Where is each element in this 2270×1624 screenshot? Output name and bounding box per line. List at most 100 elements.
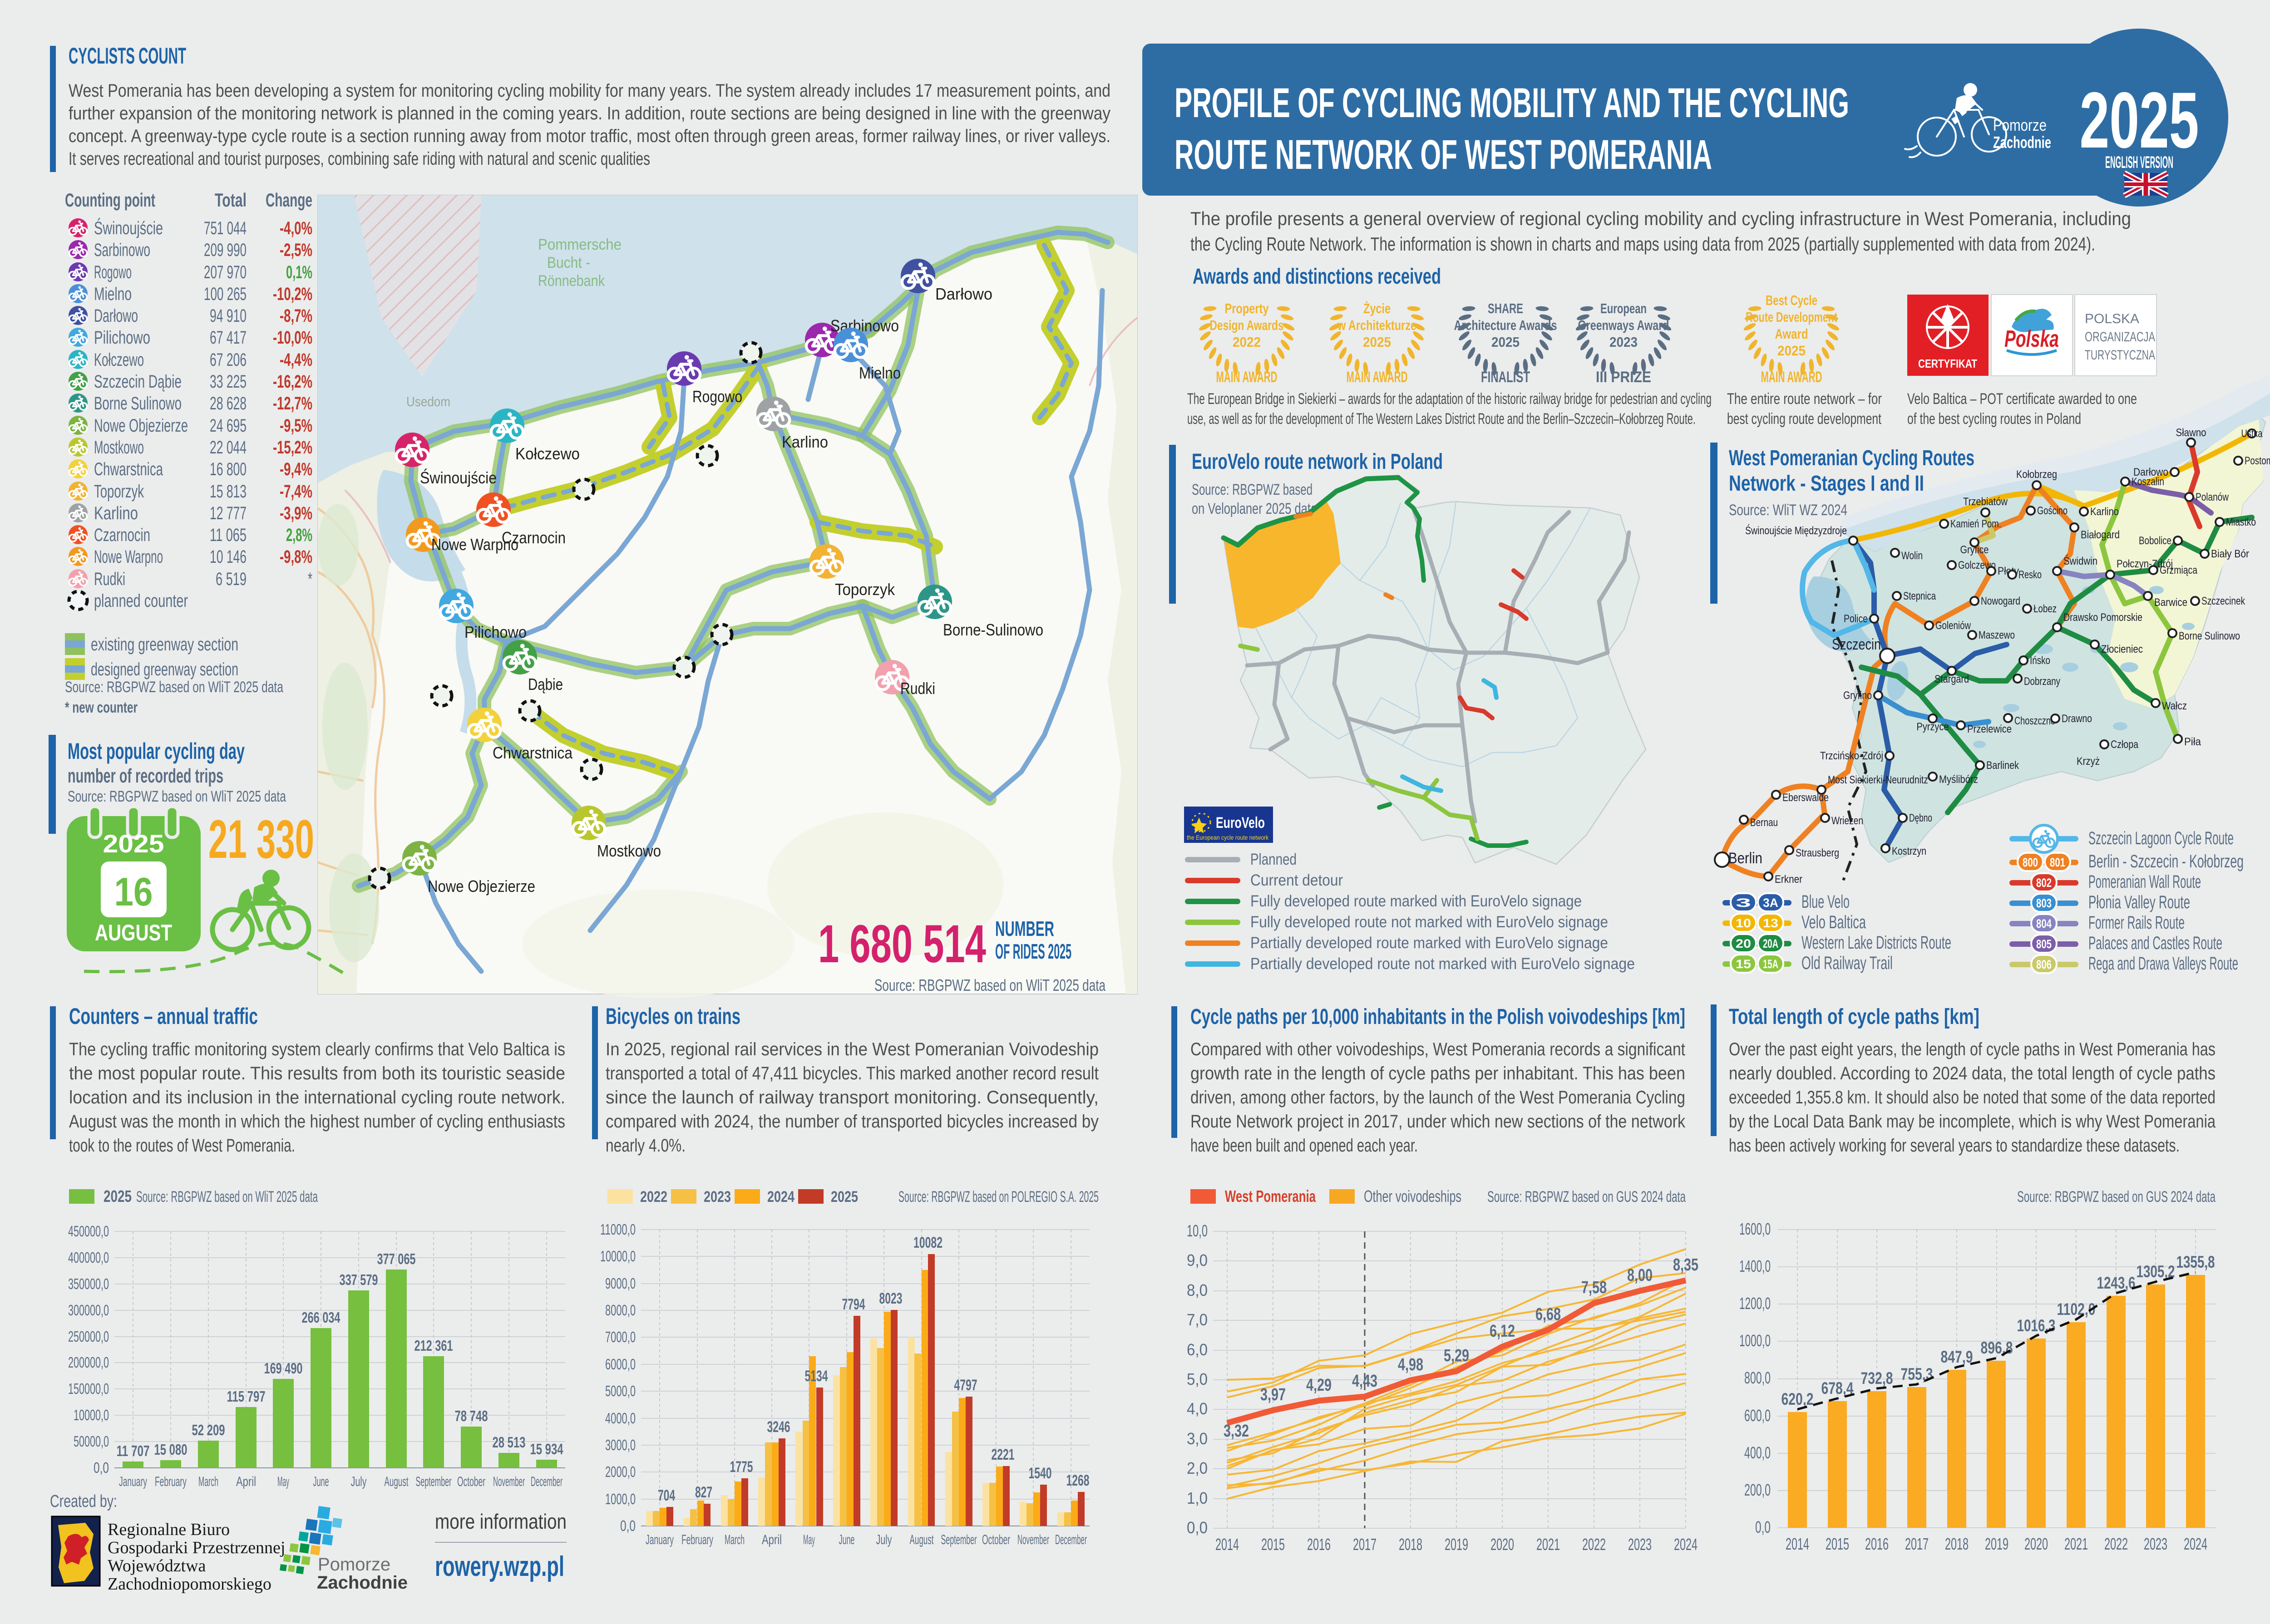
svg-text:Usedom: Usedom [406,394,450,409]
svg-text:Design Awards: Design Awards [1210,317,1284,333]
svg-text:September: September [416,1474,452,1489]
svg-text:Czarnocin: Czarnocin [94,525,150,545]
svg-text:Rudki: Rudki [900,679,935,698]
svg-text:3: 3 [1736,896,1751,910]
svg-text:28 628: 28 628 [210,394,247,413]
svg-text:West Pomerania: West Pomerania [1225,1187,1316,1206]
svg-text:Counters – annual traffic: Counters – annual traffic [69,1004,258,1029]
svg-text:1400,0: 1400,0 [1739,1257,1771,1275]
svg-text:3000,0: 3000,0 [605,1437,636,1453]
svg-text:2025: 2025 [1363,334,1391,350]
svg-text:OF RIDES 2025: OF RIDES 2025 [995,940,1071,963]
svg-text:9000,0: 9000,0 [605,1275,636,1292]
svg-text:2221: 2221 [992,1446,1015,1463]
svg-text:Zachodnie: Zachodnie [1993,133,2051,152]
svg-text:Mielno: Mielno [859,364,901,382]
svg-text:266 034: 266 034 [302,1309,340,1326]
svg-text:CERTYFIKAT: CERTYFIKAT [1918,357,1977,370]
svg-text:FINALIST: FINALIST [1481,369,1530,386]
svg-text:2023: 2023 [704,1188,731,1206]
svg-text:2015: 2015 [1826,1535,1849,1553]
svg-text:compared with 2024, the number: compared with 2024, the number of transp… [606,1112,1099,1132]
svg-text:July: July [876,1532,892,1547]
svg-text:169 490: 169 490 [264,1360,303,1377]
svg-text:Resko: Resko [2018,569,2042,581]
svg-text:Borne-Sulinowo: Borne-Sulinowo [943,620,1043,639]
svg-text:Compared with other voivodeshi: Compared with other voivodeships, West P… [1190,1039,1685,1059]
svg-text:22 044: 22 044 [210,438,247,458]
svg-text:801: 801 [2050,856,2065,869]
svg-text:2025: 2025 [103,829,164,858]
svg-text:has been actively working for: has been actively working for several ye… [1729,1136,2180,1156]
svg-text:ENGLISH VERSION: ENGLISH VERSION [2105,153,2173,172]
svg-text:The entire route network – for: The entire route network – for [1727,390,1882,408]
svg-text:2022: 2022 [640,1188,667,1206]
svg-text:-4,4%: -4,4% [280,350,312,370]
svg-text:-7,4%: -7,4% [280,482,312,502]
svg-text:Chwarstnica: Chwarstnica [493,743,573,762]
svg-text:-3,9%: -3,9% [280,503,312,523]
svg-text:2000,0: 2000,0 [605,1463,636,1480]
svg-text:Barwice: Barwice [2154,596,2187,609]
svg-text:Counting point: Counting point [65,189,155,211]
svg-text:November: November [1017,1532,1049,1547]
svg-text:Partially developed route mark: Partially developed route marked with Eu… [1250,934,1608,952]
svg-text:450000,0: 450000,0 [68,1223,109,1240]
svg-text:January: January [646,1532,674,1547]
svg-text:December: December [531,1474,563,1489]
svg-text:European: European [1600,300,1647,316]
svg-text:Mostkowo: Mostkowo [94,438,144,458]
svg-text:3A: 3A [1763,896,1778,910]
svg-text:4,0: 4,0 [1187,1399,1208,1418]
svg-text:West Pomeranian Cycling Routes: West Pomeranian Cycling Routes [1729,446,1974,470]
svg-text:10: 10 [1736,916,1751,930]
svg-text:Pilichowo: Pilichowo [94,328,150,348]
svg-text:Fully developed route marked w: Fully developed route marked with EuroVe… [1250,892,1582,910]
svg-text:11 707: 11 707 [117,1442,150,1459]
svg-text:2018: 2018 [1399,1535,1422,1554]
svg-text:EuroVelo: EuroVelo [1216,814,1265,832]
svg-text:4,43: 4,43 [1352,1372,1377,1391]
svg-text:1540: 1540 [1029,1465,1052,1482]
svg-text:0,0: 0,0 [1755,1518,1771,1536]
svg-text:Pyrzyce: Pyrzyce [1917,721,1949,733]
svg-text:7000,0: 7000,0 [605,1329,636,1345]
svg-text:Rönnebank: Rönnebank [538,272,605,290]
svg-text:Miastko: Miastko [2226,516,2256,528]
svg-text:Dębno: Dębno [1909,812,1932,824]
svg-text:803: 803 [2036,896,2052,910]
svg-text:15 934: 15 934 [530,1441,563,1457]
svg-text:Gospodarki Przestrzennej: Gospodarki Przestrzennej [108,1538,286,1557]
svg-text:MAIN AWARD: MAIN AWARD [1347,369,1408,386]
svg-text:2023: 2023 [1609,334,1638,350]
svg-text:5000,0: 5000,0 [605,1383,636,1399]
svg-text:212 361: 212 361 [415,1337,453,1354]
svg-text:Barlinek: Barlinek [1986,759,2019,772]
svg-text:12 777: 12 777 [210,503,247,523]
svg-text:Chwarstnica: Chwarstnica [94,459,163,479]
svg-text:6,0: 6,0 [1187,1340,1208,1359]
svg-text:11000,0: 11000,0 [600,1221,636,1238]
svg-text:4000,0: 4000,0 [605,1410,636,1427]
svg-text:use, as well as for the develo: use, as well as for the development of T… [1187,410,1696,428]
svg-text:6,68: 6,68 [1535,1305,1561,1324]
svg-text:rowery.wzp.pl: rowery.wzp.pl [435,1551,564,1582]
svg-text:Rega and Drawa Valleys Route: Rega and Drawa Valleys Route [2088,954,2238,974]
svg-text:*: * [308,569,312,589]
svg-text:Maszewo: Maszewo [1979,629,2015,641]
svg-text:further expansion of the monit: further expansion of the monitoring netw… [69,103,1110,123]
svg-text:2021: 2021 [1536,1535,1560,1554]
svg-text:Zachodniopomorskiego: Zachodniopomorskiego [108,1575,271,1594]
svg-text:2016: 2016 [1307,1535,1331,1554]
svg-text:-12,7%: -12,7% [273,394,312,413]
svg-text:April: April [236,1474,256,1489]
svg-text:Polanów: Polanów [2196,491,2229,503]
svg-text:since the launch of railway tr: since the launch of railway transport mo… [606,1088,1099,1107]
svg-text:EuroVelo route network in Pola: EuroVelo route network in Poland [1192,450,1443,474]
svg-text:It serves recreational and tou: It serves recreational and tourist purpo… [69,149,650,169]
svg-text:209 990: 209 990 [204,240,247,260]
svg-text:May: May [277,1474,289,1489]
svg-text:Pomorze: Pomorze [318,1555,390,1575]
svg-text:Sarbinowo: Sarbinowo [94,240,150,260]
svg-text:Source: RBGPWZ based: Source: RBGPWZ based [1192,481,1313,498]
